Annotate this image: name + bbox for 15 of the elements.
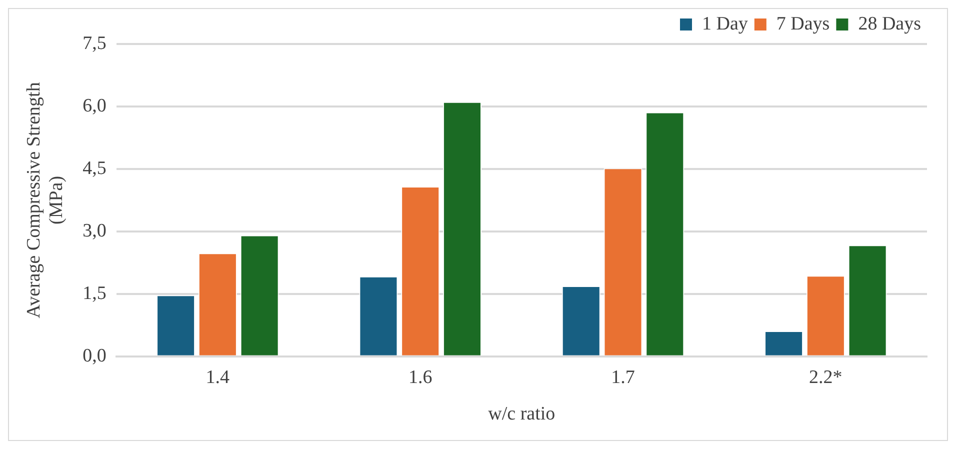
x-tick-label: 1.4 xyxy=(206,366,230,388)
y-tick-label: 7,5 xyxy=(82,32,106,54)
x-tick-label: 1.6 xyxy=(408,366,432,388)
y-tick-label: 1,5 xyxy=(82,282,106,304)
y-axis-title: Average Compressive Strength (MPa) xyxy=(23,82,68,318)
legend-label: 7 Days xyxy=(776,13,830,34)
x-axis-title: w/c ratio xyxy=(488,404,556,425)
y-tick-label: 0,0 xyxy=(82,345,106,366)
x-tick-label: 1.7 xyxy=(611,366,635,388)
y-tick-label: 4,5 xyxy=(82,158,106,179)
x-tick-label: 2.2* xyxy=(809,366,842,388)
legend-label: 1 Day xyxy=(702,13,748,34)
legend-label: 28 Days xyxy=(858,13,922,34)
y-tick-label: 3,0 xyxy=(82,220,106,242)
y-tick-label: 6,0 xyxy=(82,95,106,116)
